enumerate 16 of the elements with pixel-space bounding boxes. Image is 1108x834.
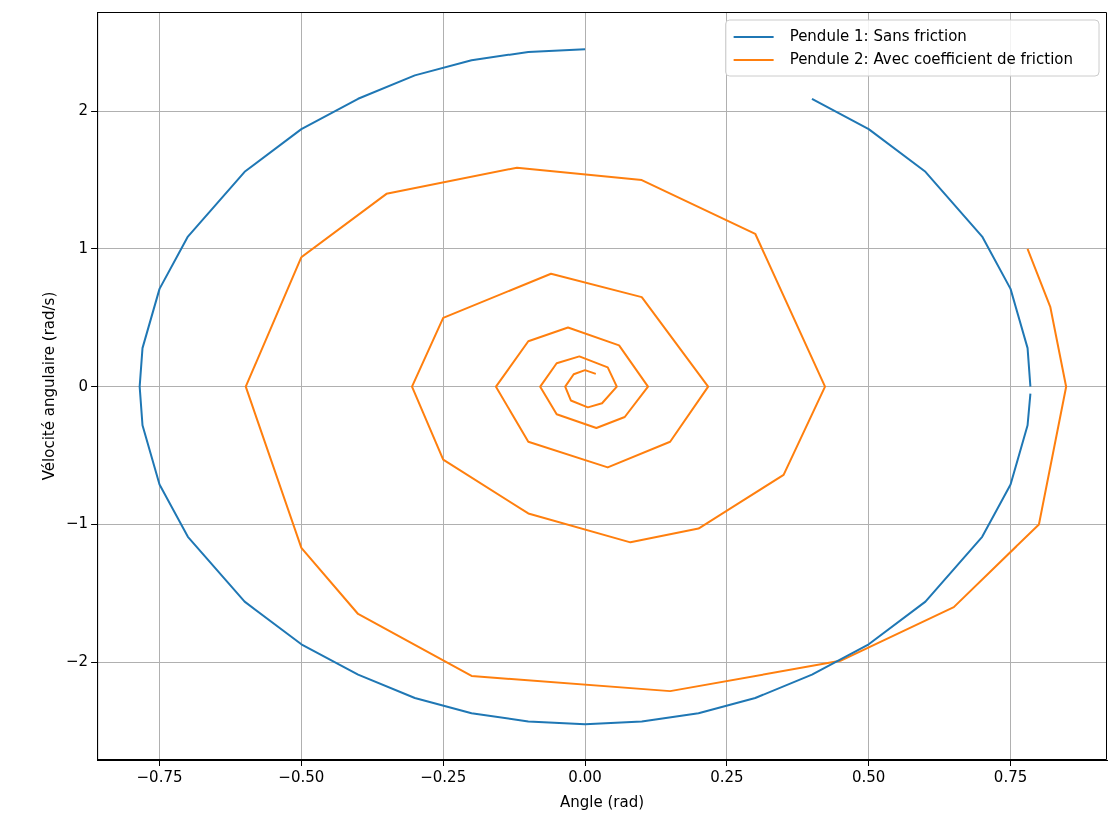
y-tick-label: 2 [78,101,89,120]
x-tick-label: 0.00 [568,767,602,786]
x-tick-label: 0.25 [710,767,744,786]
y-tick-label: 0 [78,376,89,395]
x-tick-label: −0.75 [136,767,183,786]
x-tick-label: 0.50 [852,767,886,786]
x-tick-label: −0.50 [278,767,325,786]
legend-label: Pendule 1: Sans friction [789,26,967,45]
y-axis-title: Vélocité angulaire (rad/s) [39,291,58,481]
x-axis-title: Angle (rad) [560,792,645,811]
x-tick-label: −0.25 [420,767,467,786]
y-tick-label: −2 [65,652,89,671]
x-tick-label: 0.75 [993,767,1028,786]
y-tick-label: 1 [78,238,89,257]
y-tick-label: −1 [65,514,89,533]
legend-label: Pendule 2: Avec coefficient de friction [789,49,1073,68]
